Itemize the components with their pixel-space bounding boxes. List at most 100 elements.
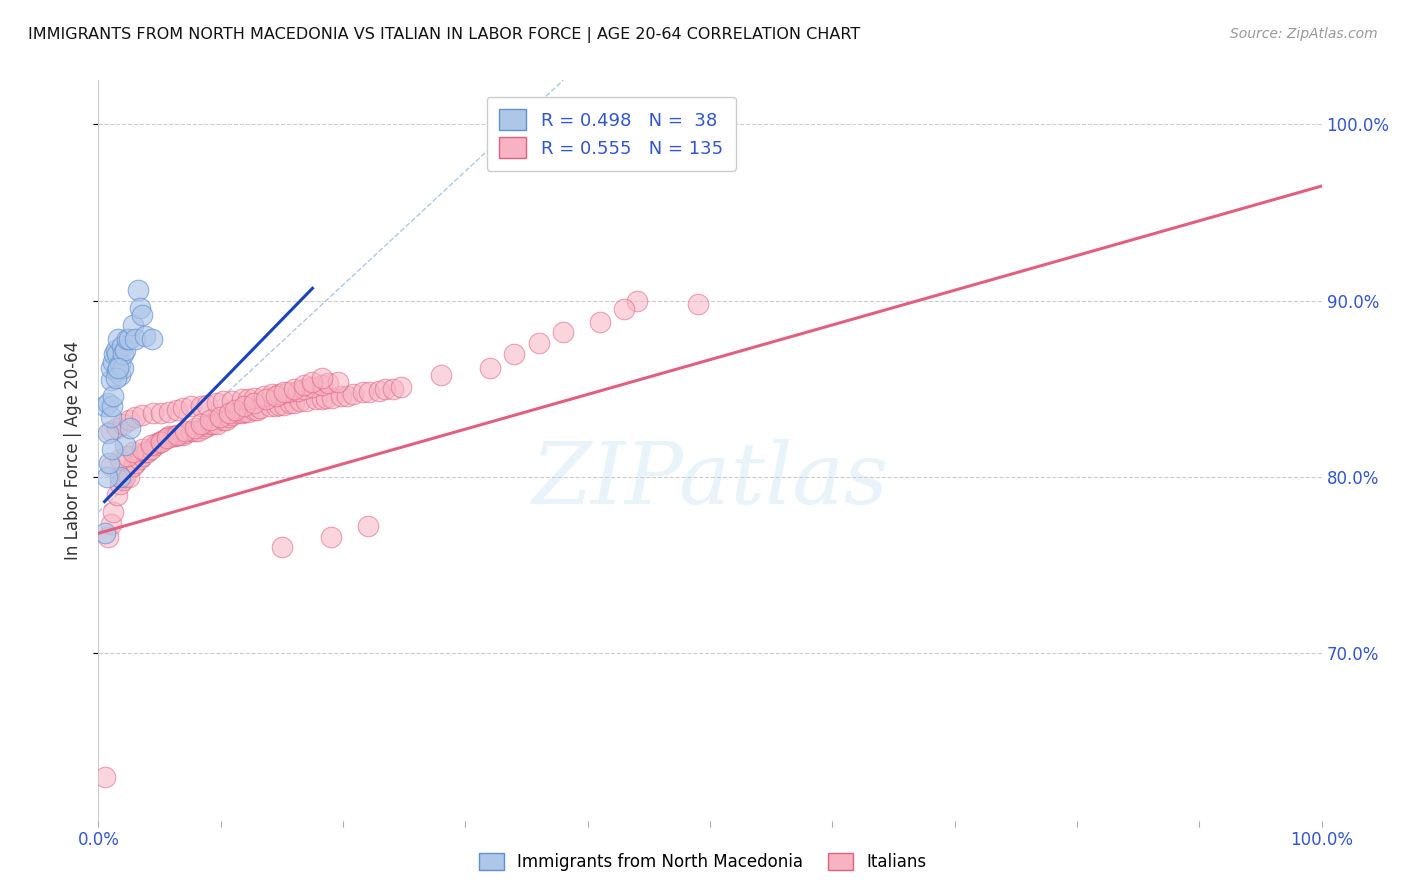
Point [93, 526, 115, 541]
Point [165, 429, 187, 443]
Point [134, 445, 156, 459]
Point [242, 396, 264, 410]
Point [311, 392, 333, 407]
Point [613, 302, 636, 317]
Text: Source: ZipAtlas.com: Source: ZipAtlas.com [1230, 27, 1378, 41]
Point [110, 368, 132, 382]
Point [212, 413, 235, 427]
Point [374, 382, 396, 396]
Point [277, 385, 299, 400]
Point [121, 445, 143, 459]
Point [100, 373, 122, 387]
Point [139, 438, 162, 452]
Point [110, 357, 132, 371]
Point [193, 420, 215, 434]
Point [110, 477, 132, 491]
Point [295, 394, 318, 409]
Point [527, 335, 550, 350]
Point [143, 438, 166, 452]
Point [214, 413, 236, 427]
Point [301, 375, 323, 389]
Point [328, 375, 350, 389]
Point [254, 392, 277, 407]
Point [105, 420, 128, 434]
Point [273, 398, 295, 412]
Point [202, 417, 225, 431]
Point [195, 418, 218, 433]
Point [221, 408, 243, 422]
Point [157, 429, 180, 443]
Point [224, 403, 246, 417]
Text: IMMIGRANTS FROM NORTH MACEDONIA VS ITALIAN IN LABOR FORCE | AGE 20-64 CORRELATIO: IMMIGRANTS FROM NORTH MACEDONIA VS ITALI… [28, 27, 860, 43]
Point [336, 389, 359, 403]
Point [190, 417, 212, 431]
Point [195, 398, 218, 412]
Point [311, 371, 333, 385]
Point [96, 470, 118, 484]
Point [104, 343, 127, 357]
Point [430, 368, 453, 382]
Point [124, 456, 146, 470]
Point [118, 413, 141, 427]
Point [180, 424, 202, 438]
Point [129, 301, 152, 315]
Point [212, 394, 235, 409]
Point [246, 403, 269, 417]
Point [184, 424, 207, 438]
Point [118, 470, 141, 484]
Point [301, 380, 323, 394]
Point [356, 519, 378, 533]
Point [218, 407, 240, 421]
Point [283, 396, 305, 410]
Point [114, 343, 136, 357]
Point [107, 360, 129, 375]
Point [172, 427, 194, 442]
Point [205, 396, 228, 410]
Point [287, 384, 309, 398]
Point [118, 333, 141, 347]
Point [172, 401, 194, 416]
Point [280, 396, 302, 410]
Point [141, 333, 163, 347]
Point [134, 329, 156, 343]
Point [100, 424, 122, 438]
Point [292, 378, 315, 392]
Point [269, 398, 291, 412]
Point [97, 530, 120, 544]
Point [321, 391, 343, 405]
Point [128, 452, 150, 467]
Point [110, 452, 132, 467]
Point [290, 394, 312, 409]
Point [686, 297, 709, 311]
Point [357, 385, 380, 400]
Point [131, 449, 153, 463]
Point [111, 339, 134, 353]
Point [115, 449, 138, 463]
Point [105, 487, 128, 501]
Point [273, 385, 295, 400]
Point [218, 409, 240, 424]
Point [101, 355, 124, 369]
Point [111, 360, 134, 375]
Point [270, 541, 294, 555]
Y-axis label: In Labor Force | Age 20-64: In Labor Force | Age 20-64 [65, 341, 83, 560]
Point [120, 420, 142, 434]
Point [136, 445, 159, 459]
Legend: Immigrants from North Macedonia, Italians: Immigrants from North Macedonia, Italian… [471, 845, 935, 880]
Point [236, 405, 259, 419]
Point [186, 424, 208, 438]
Point [107, 333, 129, 347]
Point [114, 470, 136, 484]
Point [105, 346, 128, 360]
Point [121, 459, 143, 474]
Point [97, 396, 120, 410]
Point [127, 283, 149, 297]
Point [93, 770, 115, 784]
Point [198, 413, 221, 427]
Point [101, 400, 124, 414]
Point [156, 431, 179, 445]
Point [111, 474, 134, 488]
Point [180, 400, 202, 414]
Point [259, 400, 281, 414]
Point [231, 392, 253, 407]
